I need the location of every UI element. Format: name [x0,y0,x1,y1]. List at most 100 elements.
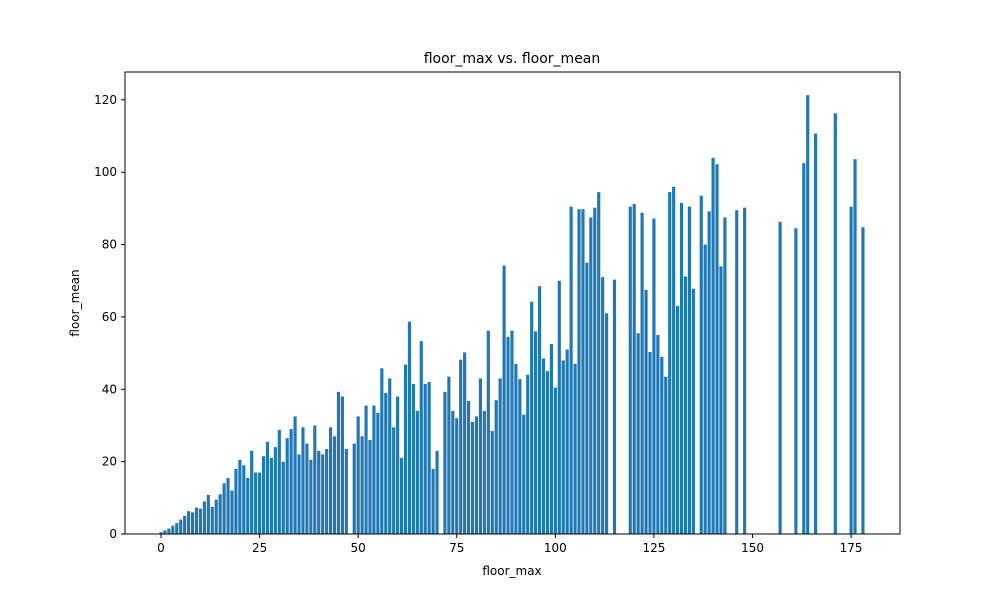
y-tick-label: 40 [102,382,117,396]
bar [687,206,691,535]
bar [309,459,313,534]
chart-title: floor_max vs. floor_mean [424,51,601,67]
bar [443,391,447,534]
bar [187,511,191,534]
axes-frame [124,71,901,535]
bar [561,360,565,534]
bar [293,416,297,534]
bar [463,352,467,534]
bar [427,382,431,534]
bar [652,218,656,534]
bar [719,266,723,534]
bar [861,227,865,535]
y-tick-label: 80 [102,238,117,252]
bar [415,410,419,534]
bar [328,427,333,534]
bar [392,427,396,534]
bar [183,515,187,534]
bar [648,352,652,534]
bar [340,396,344,534]
bar [565,349,569,534]
x-tick-label: 0 [157,541,165,555]
bar [206,494,210,534]
bar [707,211,711,534]
x-tick-label: 175 [840,541,863,555]
bar [198,508,203,534]
bar [313,425,317,534]
bar [265,441,270,534]
bar [814,133,818,534]
bar [384,392,388,534]
bar [226,477,230,534]
bar [597,192,601,534]
bar [569,206,573,535]
bar [388,378,392,534]
y-axis-label: floor_mean [68,269,82,336]
bar [234,468,238,534]
bar [526,374,530,534]
bar [380,368,384,534]
bar [577,209,581,534]
bar [530,301,534,534]
bar [644,289,648,534]
bar [431,468,435,534]
bar [459,359,463,534]
bar [210,506,214,534]
bar [285,438,289,534]
bar [806,95,810,534]
bar [853,159,857,534]
bar [833,113,837,535]
bar [261,456,266,534]
bar [486,330,490,534]
bar [372,405,376,534]
bar [553,387,557,534]
bar [190,512,195,534]
bar [396,396,400,534]
bar [573,363,577,534]
bar [407,321,412,534]
bar [214,499,218,534]
bar [159,532,163,534]
bar [467,400,471,534]
bar [537,286,542,534]
bar [289,429,293,534]
bar [802,163,806,534]
bar [510,330,514,534]
bar [419,341,423,534]
bar [605,313,609,534]
bar [743,207,747,534]
bar [411,383,415,534]
bar [376,412,380,534]
bar [254,472,258,534]
bar [403,364,408,534]
bar [455,418,459,534]
bar [514,363,518,534]
y-tick-label: 120 [94,93,117,107]
bar [269,458,273,534]
bar [660,356,664,534]
bar [305,443,309,534]
bar [632,204,636,534]
bar [494,400,498,534]
bar [506,336,510,534]
bar [735,210,739,535]
bar [723,217,727,534]
bar [230,490,234,534]
bar [518,379,522,534]
bar [581,209,585,534]
bar [502,265,506,534]
bar [679,202,684,535]
bar [297,454,301,534]
bar [352,443,356,534]
y-tick-label: 20 [102,455,117,469]
bar [321,454,325,534]
bar [360,436,364,534]
bar [273,447,277,534]
bar [482,410,486,534]
y-tick-label: 100 [94,165,117,179]
bar [703,244,707,534]
bar [672,186,676,535]
bar [344,448,348,534]
bar [490,430,494,534]
